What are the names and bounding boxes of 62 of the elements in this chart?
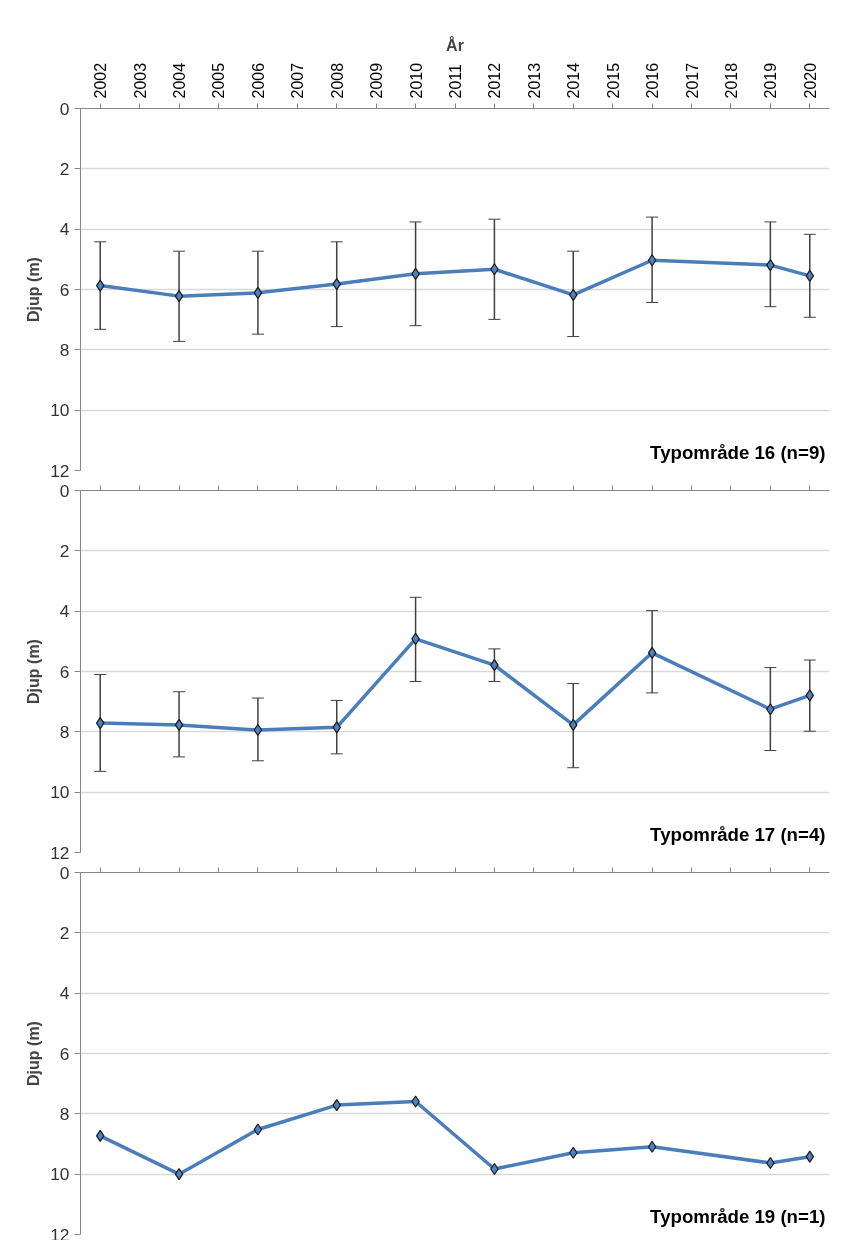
x-tick-label: 2007 [289, 62, 307, 99]
x-tick-label: 2013 [525, 62, 543, 99]
point [253, 723, 263, 737]
y-tick-label: 12 [50, 842, 70, 863]
x-tick-label: 2004 [171, 62, 189, 99]
point [95, 279, 105, 292]
y-axis-title: Djup (m) [25, 257, 43, 322]
x-tick-label: 2002 [92, 62, 110, 99]
x-tick-label: 2018 [722, 62, 740, 99]
y-tick-label: 6 [59, 661, 70, 682]
x-tick-label: 2006 [249, 62, 267, 99]
y-tick-label: 8 [59, 721, 70, 742]
x-tick-label: 2020 [801, 62, 819, 99]
y-tick-label: 10 [50, 1164, 70, 1185]
y-tick-label: 8 [59, 339, 70, 360]
x-tick-label: 2015 [604, 62, 622, 99]
x-tick-label: 2008 [328, 62, 346, 99]
point [95, 716, 105, 730]
point [95, 1129, 105, 1142]
point [253, 1123, 263, 1136]
point [174, 718, 184, 731]
y-tick-label: 2 [59, 158, 70, 179]
y-tick-label: 6 [59, 1043, 70, 1064]
y-tick-label: 6 [59, 279, 70, 300]
x-tick-label: 2019 [762, 62, 780, 99]
x-tick-label: 2016 [644, 62, 662, 99]
y-tick-label: 0 [59, 862, 70, 883]
y-tick-label: 4 [59, 983, 70, 1004]
x-tick-label: 2012 [486, 62, 504, 99]
y-tick-label: 12 [50, 1224, 70, 1240]
y-tick-label: 10 [50, 400, 70, 421]
y-tick-label: 4 [59, 601, 70, 622]
x-tick-label: 2003 [131, 62, 149, 99]
x-tick-label: 2010 [407, 62, 425, 99]
point [805, 689, 815, 702]
y-tick-label: 4 [59, 219, 70, 240]
point [805, 1150, 815, 1163]
y-tick-label: 10 [50, 782, 70, 803]
x-axis-title: År [446, 35, 464, 54]
point [174, 290, 184, 303]
point [647, 254, 657, 267]
y-tick-label: 2 [59, 540, 70, 561]
y-tick-label: 2 [59, 922, 70, 943]
point [647, 646, 657, 659]
point [174, 1168, 184, 1181]
y-axis-title: Djup (m) [25, 639, 43, 704]
x-tick-label: 2017 [683, 62, 701, 99]
point [647, 1140, 657, 1153]
y-axis-title: Djup (m) [25, 1021, 43, 1086]
point [253, 286, 263, 299]
point [805, 269, 815, 283]
y-tick-label: 0 [59, 480, 70, 501]
annotation: Typområde 17 (n=4) [650, 823, 826, 845]
annotation: Typområde 19 (n=1) [650, 1205, 826, 1227]
y-tick-label: 12 [50, 460, 70, 481]
y-tick-label: 0 [59, 98, 70, 119]
x-tick-label: 2009 [368, 62, 386, 99]
x-tick-label: 2011 [447, 63, 464, 99]
y-tick-label: 8 [59, 1103, 70, 1124]
x-tick-label: 2014 [565, 62, 583, 99]
x-tick-label: 2005 [210, 62, 228, 99]
annotation: Typområde 16 (n=9) [650, 441, 826, 463]
